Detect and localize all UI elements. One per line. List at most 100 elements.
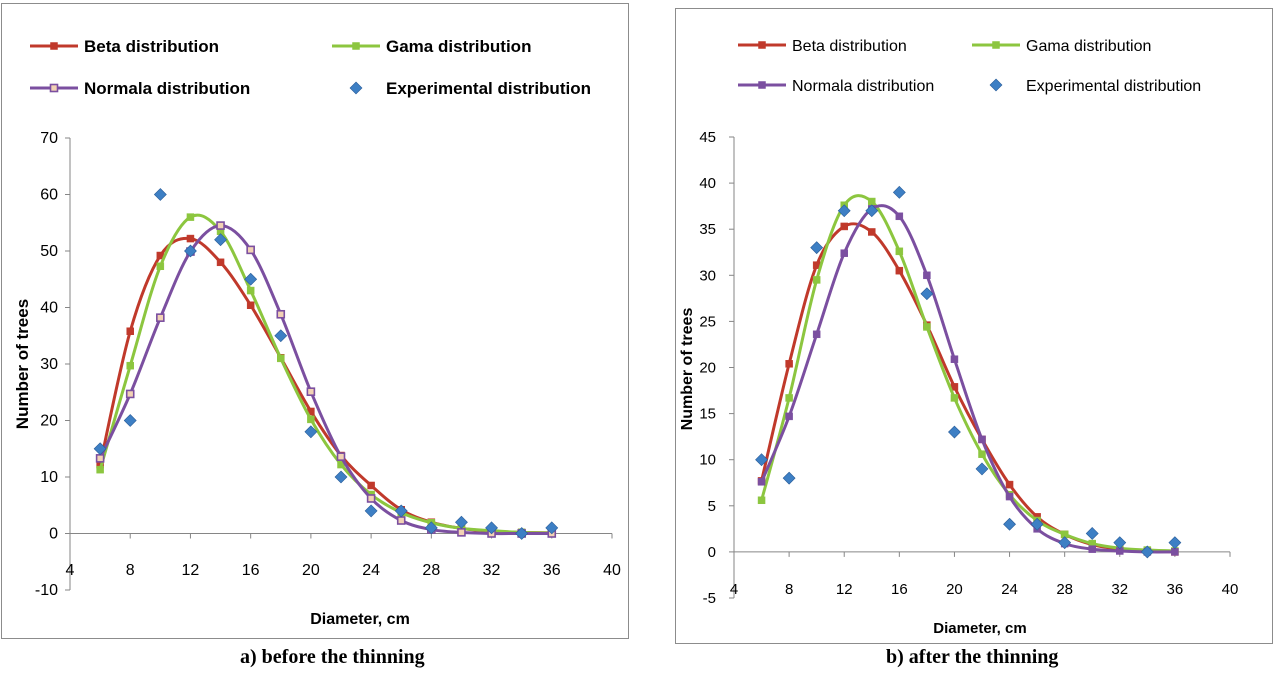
experimental-point — [123, 414, 137, 427]
y-axis-title: Number of trees — [679, 308, 696, 431]
x-tick-label: 16 — [891, 581, 908, 598]
legend-item-experimental: Experimental distribution — [349, 79, 591, 98]
series-gama — [96, 213, 556, 537]
gama-point — [126, 361, 134, 370]
normala-curve — [760, 204, 1175, 554]
y-tick-label: -10 — [35, 582, 58, 599]
gama-point — [186, 213, 195, 221]
gama-point — [246, 286, 255, 295]
x-tick-label: 20 — [946, 581, 963, 598]
legend-marker — [349, 81, 363, 95]
y-tick-label: 70 — [40, 130, 58, 147]
legend-label: Gama distribution — [386, 37, 531, 56]
legend-label: Experimental distribution — [1026, 78, 1201, 95]
series-beta — [757, 222, 1179, 556]
y-tick-label: 35 — [699, 221, 716, 238]
experimental-point — [782, 471, 796, 485]
y-tick-label: 5 — [708, 498, 716, 515]
x-tick-label: 36 — [1167, 581, 1184, 598]
normala-point — [895, 212, 904, 221]
caption-after-thinning: b) after the thinning — [886, 646, 1059, 668]
legend-item-beta: Beta distribution — [30, 37, 219, 56]
x-tick-label: 16 — [242, 562, 260, 579]
normala-point — [978, 435, 986, 444]
legend-item-gama: Gama distribution — [332, 37, 531, 56]
x-tick-label: 28 — [422, 562, 440, 579]
legend-marker — [352, 42, 360, 50]
beta-point — [895, 266, 904, 275]
legend-marker — [50, 42, 58, 50]
gama-point — [950, 394, 959, 402]
x-tick-label: 40 — [1222, 581, 1239, 598]
gama-point — [307, 415, 315, 424]
beta-point — [126, 327, 134, 335]
series-normala — [757, 204, 1179, 556]
legend-marker — [992, 41, 1000, 49]
y-tick-label: 20 — [699, 360, 716, 377]
experimental-point — [274, 329, 288, 343]
experimental-point — [1168, 536, 1182, 550]
gama-point — [978, 450, 986, 458]
chart-after-thinning: -5 0 5 10 15 20 25 30 35 40 45 4 8 12 16 20 24 28 32 36 40 Di… — [679, 38, 1239, 637]
series-normala — [95, 221, 557, 538]
gama-point — [895, 247, 904, 256]
normala-point — [366, 494, 376, 503]
chart-before-thinning: -10 0 10 20 30 40 50 60 70 4 8 12 16 20 24 28 32 36 40 Diam… — [13, 37, 621, 628]
experimental-point — [1140, 545, 1154, 559]
gama-point — [96, 465, 104, 474]
y-axis-title: Number of trees — [13, 299, 32, 429]
x-tick-label: 8 — [785, 581, 793, 598]
experimental-point — [485, 521, 498, 535]
caption-before-thinning: a) before the thinning — [240, 646, 425, 668]
y-tick-label: 60 — [40, 187, 58, 204]
x-tick-label: 20 — [302, 562, 320, 579]
experimental-point — [304, 425, 318, 439]
beta-point — [785, 360, 793, 368]
experimental-point — [892, 185, 906, 199]
gama-curve — [98, 213, 552, 535]
experimental-point — [244, 272, 258, 286]
beta-point — [367, 481, 375, 490]
x-tick-label: 4 — [730, 581, 738, 598]
y-tick-label: 10 — [40, 469, 58, 486]
experimental-point — [364, 504, 378, 518]
normala-point — [950, 355, 959, 363]
x-tick-label: 8 — [126, 562, 135, 579]
legend-marker — [758, 41, 766, 49]
normala-point — [1171, 548, 1179, 556]
beta-point — [1005, 480, 1014, 489]
normala-point — [95, 454, 105, 463]
experimental-point — [424, 521, 438, 535]
y-tick-label: 15 — [699, 406, 716, 423]
y-tick-label: 25 — [699, 313, 716, 330]
legend-item-normala: Normala distribution — [30, 79, 250, 98]
gama-point — [757, 496, 766, 505]
normala-point — [923, 271, 931, 280]
experimental-point — [948, 425, 961, 439]
y-tick-label: 45 — [699, 129, 716, 146]
beta-point — [216, 258, 225, 267]
x-tick-label: 32 — [483, 562, 501, 579]
normala-point — [757, 478, 766, 486]
normala-point — [396, 516, 406, 525]
beta-point — [186, 234, 195, 243]
normala-point — [1088, 545, 1096, 553]
experimental-point — [975, 462, 989, 476]
experimental-point — [1085, 527, 1099, 540]
legend-marker — [49, 83, 59, 93]
experimental-point — [865, 204, 879, 218]
x-axis-title: Diameter, cm — [933, 620, 1026, 637]
x-tick-label: 32 — [1111, 581, 1128, 598]
x-tick-label: 28 — [1056, 581, 1073, 598]
experimental-point — [515, 527, 529, 540]
experimental-point — [394, 504, 408, 518]
experimental-point — [334, 470, 348, 484]
gama-point — [923, 323, 931, 331]
legend-label: Beta distribution — [84, 37, 219, 56]
normala-point — [840, 249, 848, 257]
x-tick-label: 12 — [182, 562, 200, 579]
experimental-point — [810, 241, 824, 255]
y-tick-label: 40 — [40, 300, 58, 317]
legend-item-gama: Gama distribution — [972, 38, 1151, 55]
normala-curve — [98, 224, 552, 536]
